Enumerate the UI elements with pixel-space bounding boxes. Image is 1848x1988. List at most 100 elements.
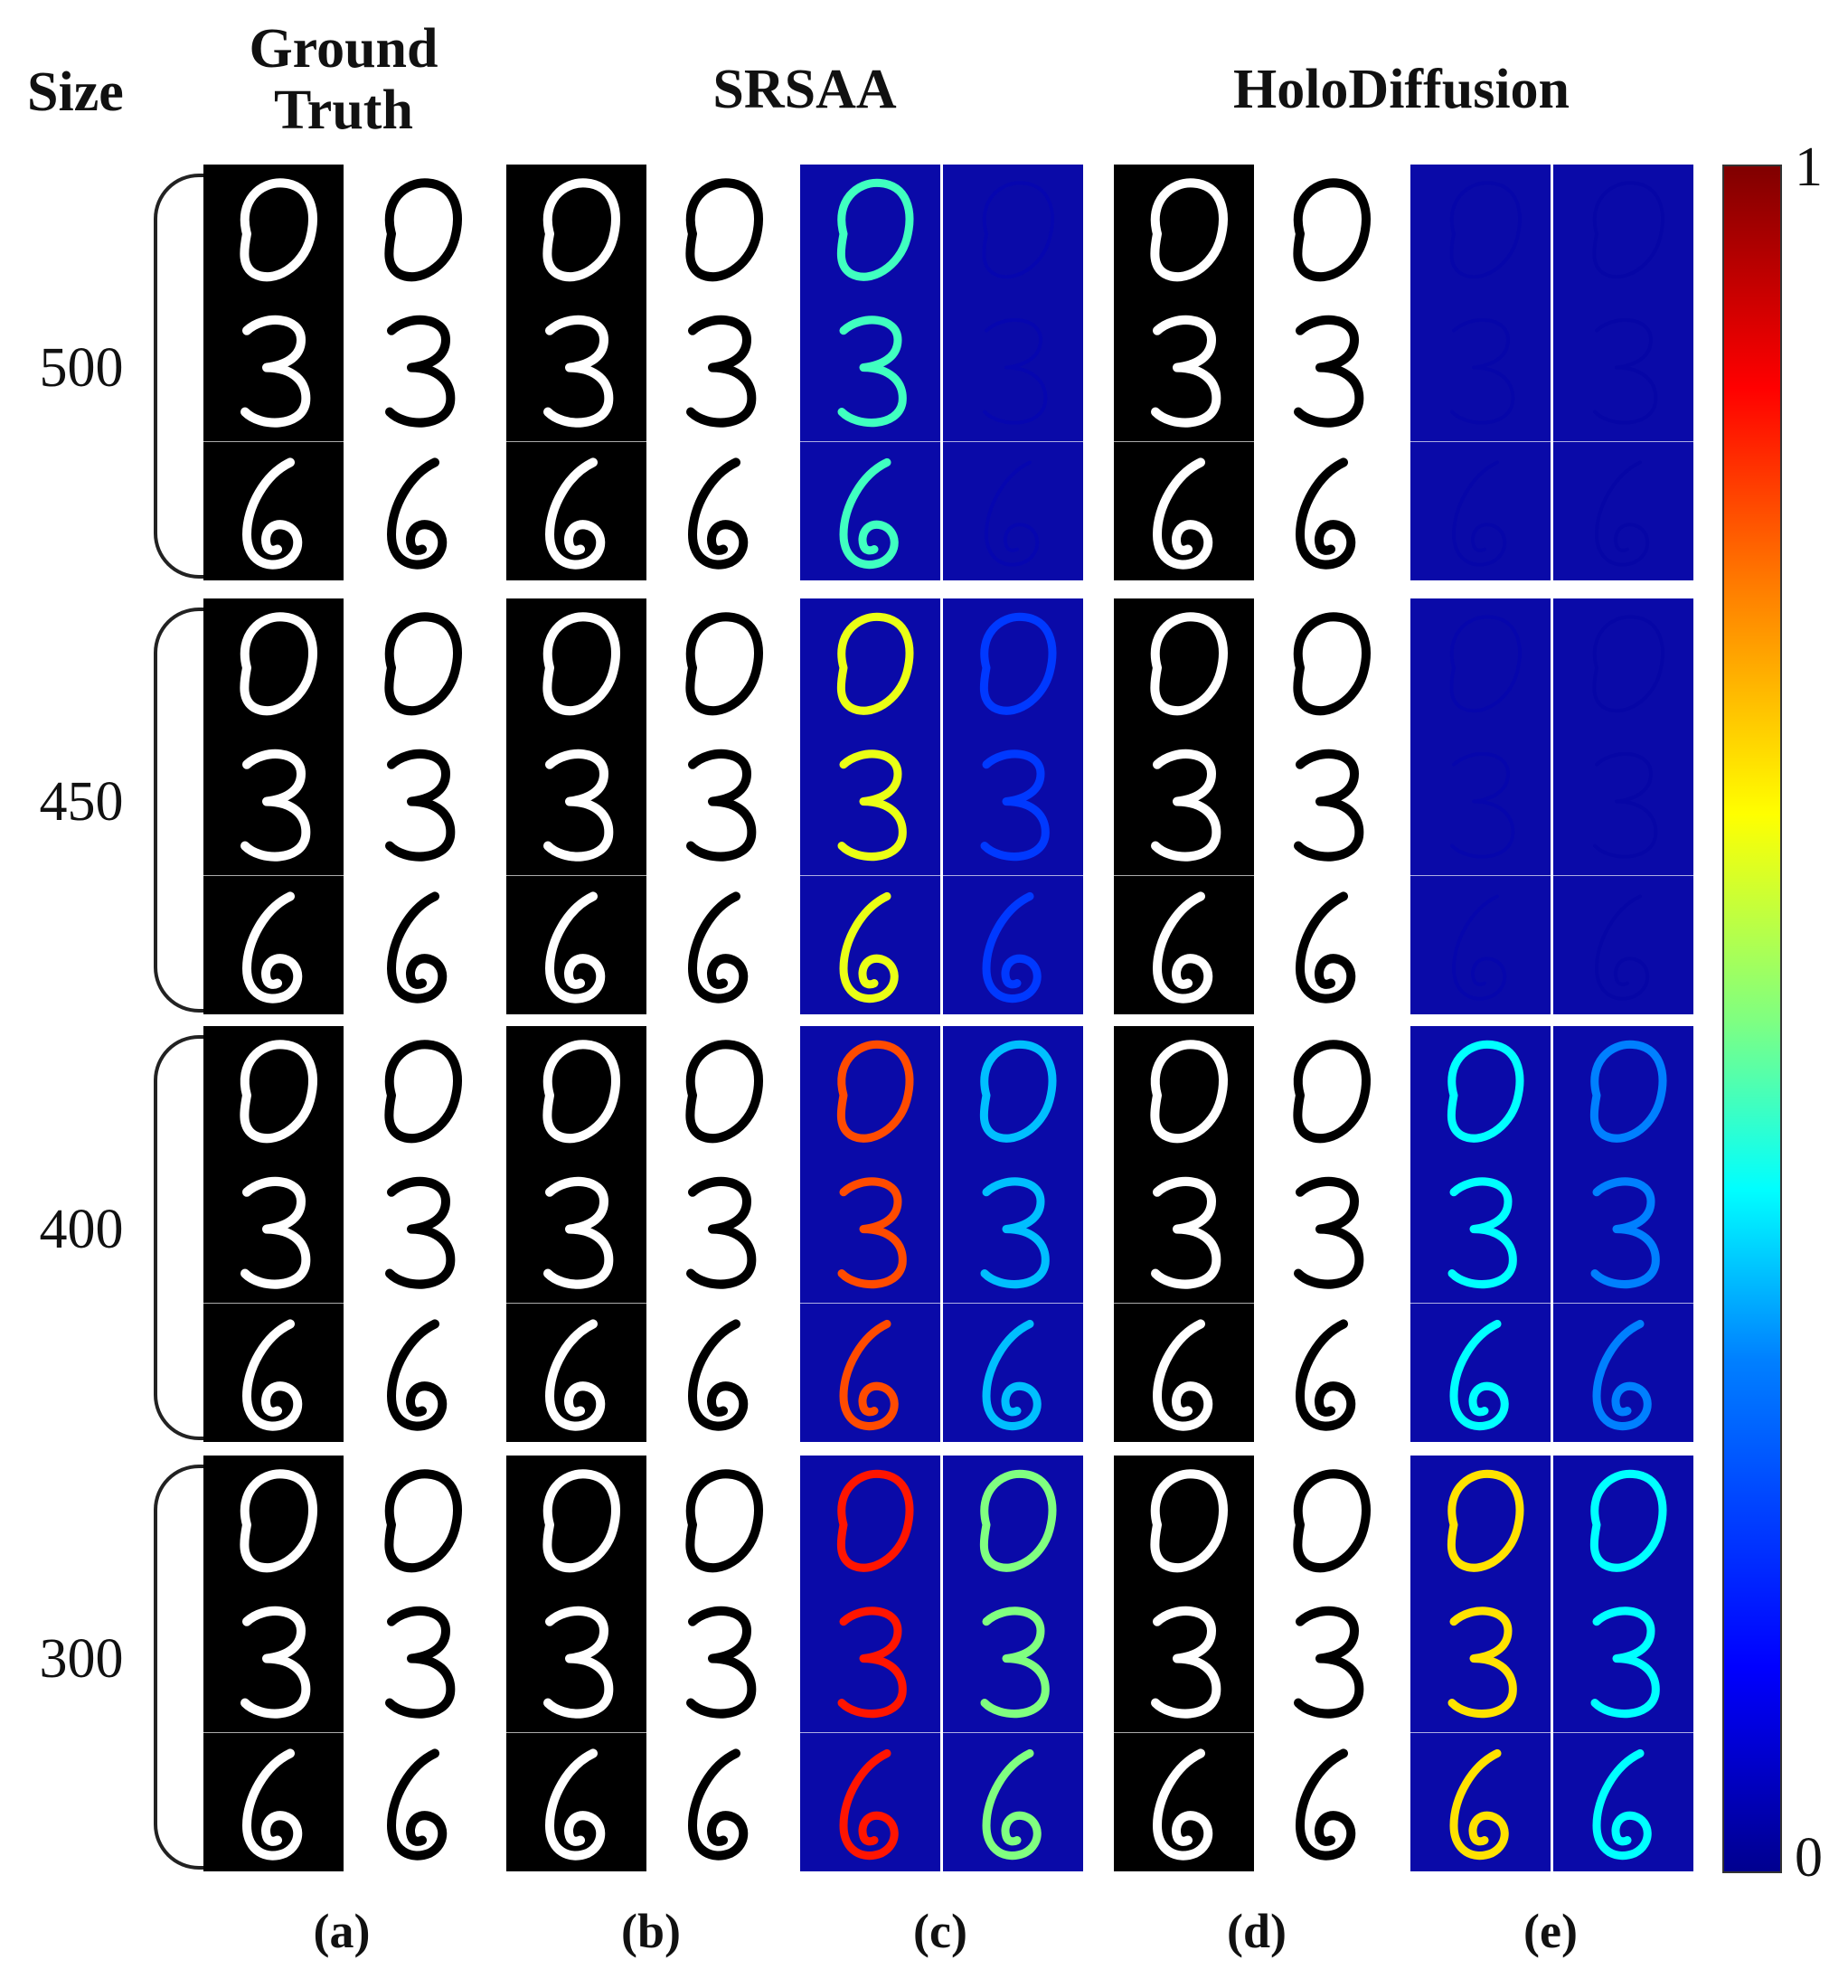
digit-tile-light <box>1257 1026 1397 1165</box>
digit-tile-light <box>348 1594 488 1733</box>
digit-tile-light <box>348 598 488 738</box>
digit-tile-light <box>348 441 488 580</box>
digit-tile-dark <box>1114 1164 1254 1304</box>
digit-tile-err <box>1553 737 1693 876</box>
digit-tile-err <box>1553 1732 1693 1871</box>
digit-tile-light <box>1257 303 1397 442</box>
digit-tile-light <box>649 598 789 738</box>
digit-tile-light <box>1257 1303 1397 1442</box>
digit-tile-dark <box>1114 1026 1254 1165</box>
size-label: 450 <box>39 771 124 833</box>
digit-tile-err <box>800 1456 940 1595</box>
digit-tile-err <box>800 875 940 1014</box>
digit-tile-dark <box>1114 1303 1254 1442</box>
digit-tile-light <box>649 1594 789 1733</box>
subfig-label-b: (b) <box>621 1904 681 1958</box>
digit-tile-err <box>1410 737 1551 876</box>
digit-tile-err <box>1553 598 1693 738</box>
digit-tile-dark <box>506 303 646 442</box>
digit-tile-light <box>348 1026 488 1165</box>
digit-tile-light <box>1257 1732 1397 1871</box>
digit-tile-err <box>800 737 940 876</box>
digit-tile-dark <box>506 875 646 1014</box>
digit-tile-err <box>1553 303 1693 442</box>
digit-tile-err <box>943 1164 1083 1304</box>
digit-tile-err <box>1410 1026 1551 1165</box>
digit-tile-err <box>1410 598 1551 738</box>
subfig-label-a: (a) <box>313 1904 371 1958</box>
digit-tile-dark <box>1114 441 1254 580</box>
digit-tile-dark <box>203 1303 344 1442</box>
digit-tile-dark <box>506 1026 646 1165</box>
header-holodiffusion: HoloDiffusion <box>1232 59 1570 120</box>
digit-tile-light <box>1257 441 1397 580</box>
digit-tile-err <box>943 1456 1083 1595</box>
digit-tile-light <box>348 737 488 876</box>
digit-tile-dark <box>1114 1456 1254 1595</box>
digit-tile-light <box>1257 1456 1397 1595</box>
digit-tile-dark <box>1114 165 1254 304</box>
digit-tile-err <box>943 1594 1083 1733</box>
digit-tile-dark <box>203 165 344 304</box>
digit-tile-dark <box>203 303 344 442</box>
digit-tile-dark <box>506 1303 646 1442</box>
digit-tile-dark <box>203 1456 344 1595</box>
subfig-label-d: (d) <box>1227 1904 1287 1958</box>
digit-tile-light <box>649 1026 789 1165</box>
digit-tile-light <box>649 303 789 442</box>
digit-tile-err <box>800 303 940 442</box>
digit-tile-dark <box>1114 875 1254 1014</box>
digit-tile-dark <box>203 1732 344 1871</box>
size-label: 300 <box>39 1628 124 1690</box>
digit-tile-err <box>800 1303 940 1442</box>
subfig-label-c: (c) <box>913 1904 967 1958</box>
digit-tile-dark <box>506 441 646 580</box>
digit-tile-err <box>1553 165 1693 304</box>
digit-tile-err <box>1410 1456 1551 1595</box>
digit-tile-light <box>649 441 789 580</box>
digit-tile-err <box>1553 875 1693 1014</box>
digit-tile-err <box>1410 303 1551 442</box>
digit-tile-err <box>1553 441 1693 580</box>
digit-tile-err <box>1410 1303 1551 1442</box>
digit-tile-light <box>649 1456 789 1595</box>
digit-tile-err <box>800 165 940 304</box>
digit-tile-err <box>943 1303 1083 1442</box>
digit-tile-light <box>1257 875 1397 1014</box>
digit-tile-err <box>1553 1026 1693 1165</box>
digit-tile-light <box>649 165 789 304</box>
digit-tile-err <box>800 1164 940 1304</box>
digit-tile-dark <box>203 875 344 1014</box>
digit-tile-dark <box>506 1164 646 1304</box>
digit-tile-light <box>1257 737 1397 876</box>
digit-tile-dark <box>203 1594 344 1733</box>
digit-tile-dark <box>203 1026 344 1165</box>
digit-tile-err <box>943 1732 1083 1871</box>
digit-tile-err <box>943 1026 1083 1165</box>
digit-tile-dark <box>506 1594 646 1733</box>
digit-tile-err <box>943 303 1083 442</box>
digit-tile-err <box>1553 1456 1693 1595</box>
digit-tile-err <box>943 737 1083 876</box>
digit-tile-light <box>348 1164 488 1304</box>
header-size: Size <box>27 61 124 123</box>
digit-tile-err <box>800 1732 940 1871</box>
colorbar-min-label: 0 <box>1795 1827 1823 1889</box>
digit-tile-dark <box>203 1164 344 1304</box>
digit-tile-err <box>1410 165 1551 304</box>
digit-tile-light <box>1257 1594 1397 1733</box>
digit-tile-err <box>1553 1594 1693 1733</box>
digit-tile-err <box>1410 1732 1551 1871</box>
digit-tile-dark <box>203 598 344 738</box>
digit-tile-light <box>649 1164 789 1304</box>
digit-tile-dark <box>203 737 344 876</box>
digit-tile-dark <box>506 1456 646 1595</box>
digit-tile-err <box>1553 1164 1693 1304</box>
digit-tile-dark <box>1114 737 1254 876</box>
digit-tile-light <box>348 1732 488 1871</box>
digit-tile-light <box>1257 598 1397 738</box>
digit-tile-dark <box>1114 598 1254 738</box>
digit-tile-dark <box>1114 303 1254 442</box>
digit-tile-err <box>1553 1303 1693 1442</box>
digit-tile-err <box>943 598 1083 738</box>
